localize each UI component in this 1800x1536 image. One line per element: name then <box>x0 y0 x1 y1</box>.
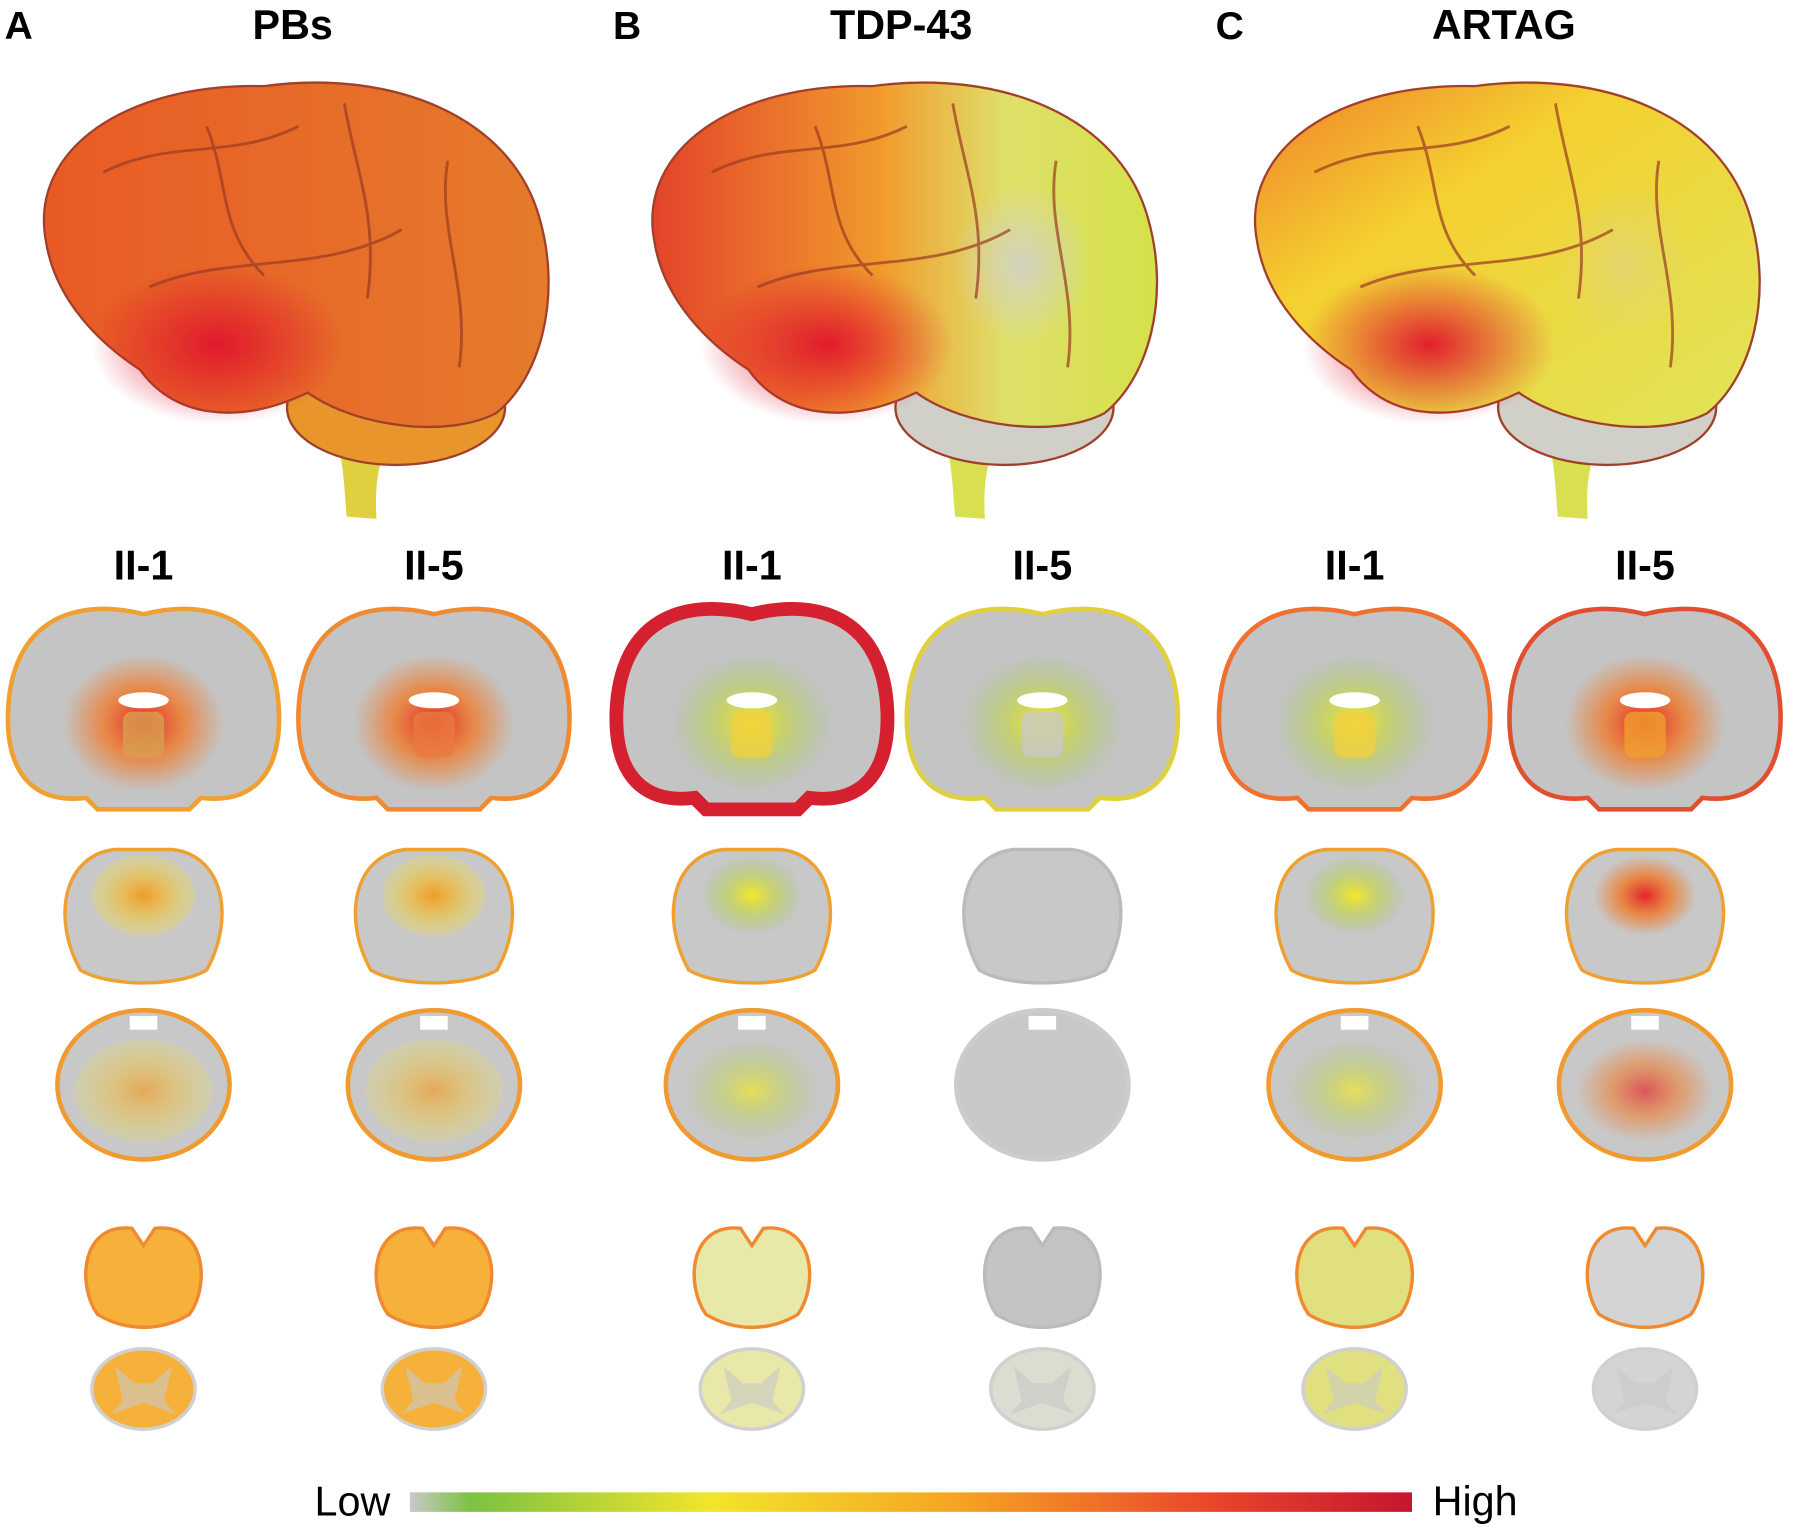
panel-letter: A <box>5 5 33 48</box>
sulci <box>711 103 1072 368</box>
hot-spot <box>700 264 953 425</box>
lower-medulla <box>692 1226 812 1329</box>
panels: A PBs II-1 II-5 B TDP-43 II-1 II-5 C ARTAG II-1 II-… <box>5 2 1783 1431</box>
panel-title: TDP-43 <box>830 2 972 48</box>
pons-glow <box>91 855 196 936</box>
grey-matter <box>1612 1366 1678 1415</box>
aqueduct <box>1340 1015 1369 1030</box>
pons-glow <box>700 855 804 936</box>
legend-high: High <box>1433 1478 1518 1524</box>
legend-low: Low <box>315 1478 391 1524</box>
case-label: II-5 <box>1012 543 1072 589</box>
grey-matter <box>111 1366 176 1415</box>
aqueduct <box>129 1015 158 1030</box>
deep-nuclei <box>731 711 773 758</box>
panel-title: PBs <box>253 2 333 48</box>
section-stack <box>904 606 1181 1431</box>
panel: A PBs II-1 II-5 <box>5 2 572 1431</box>
deep-nuclei <box>122 711 165 758</box>
ventricle <box>408 692 460 709</box>
section-stack <box>1216 606 1493 1431</box>
medulla-glow <box>365 1038 503 1143</box>
panel: C ARTAG II-1 II-5 <box>1216 2 1783 1431</box>
ventricle <box>1017 692 1068 709</box>
lower-medulla <box>982 1226 1102 1329</box>
aqueduct <box>420 1015 448 1030</box>
hot-spot <box>1302 264 1556 425</box>
hot-spot <box>91 264 345 425</box>
pons-glow <box>1302 855 1407 936</box>
section-stack <box>1507 606 1783 1431</box>
medulla-glow <box>74 1038 213 1143</box>
grey-matter <box>401 1366 467 1415</box>
aqueduct <box>1631 1015 1659 1030</box>
ventricle <box>1619 692 1671 709</box>
ventricle <box>726 692 778 709</box>
ventricle <box>118 692 169 709</box>
lower-medulla <box>84 1226 203 1329</box>
medulla-glow <box>1285 1038 1424 1143</box>
deep-nuclei <box>1021 711 1064 758</box>
brain-lateral <box>42 81 550 519</box>
sulci <box>102 103 463 368</box>
deep-nuclei <box>1624 711 1666 758</box>
pons-glow <box>382 855 486 936</box>
case-label: II-5 <box>404 543 464 589</box>
panel-title: ARTAG <box>1432 2 1576 48</box>
lower-medulla <box>1585 1226 1705 1329</box>
aqueduct <box>738 1015 766 1030</box>
ventricle <box>1329 692 1380 709</box>
case-label: II-5 <box>1615 543 1675 589</box>
medulla-section <box>953 1007 1131 1162</box>
aqueduct <box>1028 1015 1057 1030</box>
lower-medulla <box>1295 1226 1415 1329</box>
pons-section <box>962 847 1123 985</box>
lower-medulla <box>374 1226 494 1329</box>
brain-lateral <box>651 81 1159 519</box>
section-stack <box>5 606 282 1431</box>
deep-nuclei <box>1333 711 1376 758</box>
case-label: II-1 <box>722 543 782 589</box>
panel-letter: B <box>613 5 641 48</box>
section-stack <box>609 602 895 1431</box>
panel: B TDP-43 II-1 II-5 <box>609 2 1181 1431</box>
medulla-glow <box>1576 1038 1714 1143</box>
grey-matter <box>1010 1366 1075 1415</box>
color-scale <box>409 1492 1412 1512</box>
brain-lateral <box>1254 81 1761 519</box>
grey-matter <box>719 1366 785 1415</box>
case-label: II-1 <box>1325 543 1385 589</box>
medulla-glow <box>683 1038 821 1143</box>
grey-matter <box>1322 1366 1387 1415</box>
panel-letter: C <box>1216 5 1244 48</box>
case-label: II-1 <box>114 543 174 589</box>
deep-nuclei <box>413 711 455 758</box>
pons-glow <box>1593 855 1697 936</box>
sulci <box>1313 103 1675 368</box>
section-stack <box>296 606 572 1431</box>
